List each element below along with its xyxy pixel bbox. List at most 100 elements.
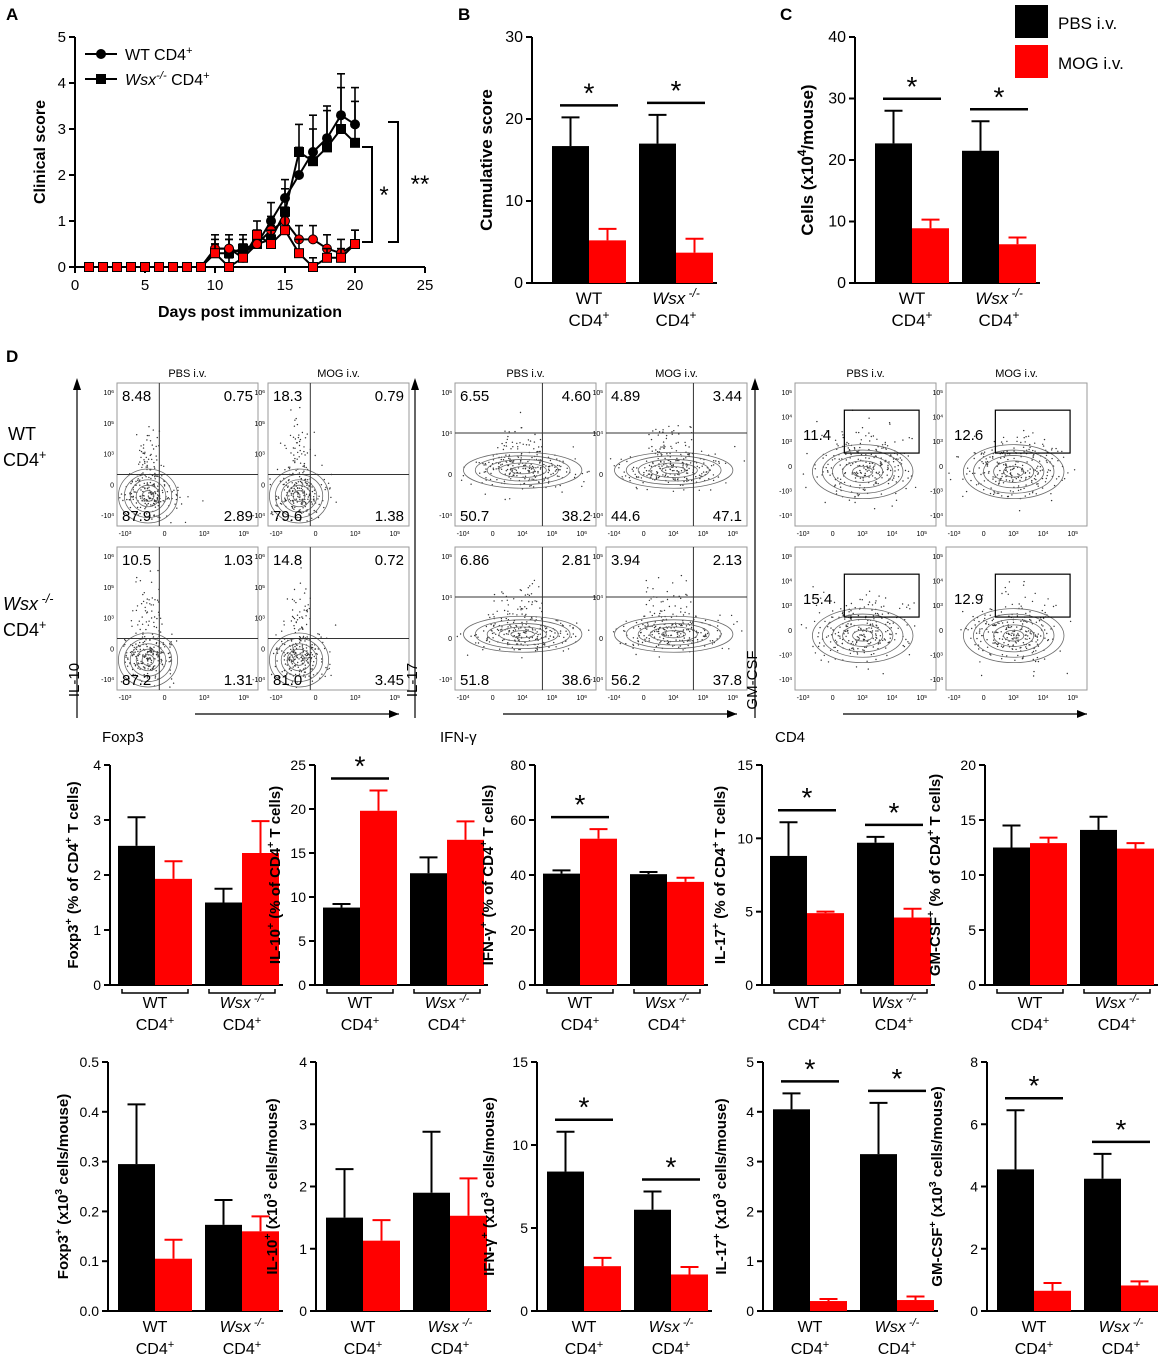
event-dot — [852, 612, 854, 615]
event-dot — [822, 457, 824, 459]
event-dot — [635, 486, 637, 489]
y-tick-label: 3 — [93, 812, 101, 828]
event-dot — [1022, 446, 1025, 448]
event-dot — [503, 633, 505, 636]
event-dot — [297, 436, 300, 439]
data-point — [294, 248, 304, 259]
event-dot — [489, 616, 491, 619]
event-dot — [292, 490, 294, 492]
event-dot — [291, 506, 294, 508]
event-dot — [518, 463, 520, 465]
event-dot — [152, 665, 155, 668]
event-dot — [657, 577, 660, 579]
event-dot — [1030, 619, 1032, 621]
event-dot — [664, 446, 666, 448]
event-dot — [305, 466, 307, 469]
event-dot — [993, 639, 995, 641]
event-dot — [962, 610, 964, 613]
event-dot — [1034, 475, 1037, 477]
event-dot — [588, 629, 590, 631]
event-dot — [816, 420, 818, 423]
event-dot — [521, 427, 523, 429]
event-dot — [973, 619, 975, 621]
tick-base: 10 — [932, 603, 940, 610]
event-dot — [859, 442, 862, 445]
tick-base: 0 — [788, 464, 792, 471]
bar-mog — [999, 244, 1036, 283]
event-dot — [492, 468, 495, 471]
event-dot — [704, 634, 706, 636]
event-dot — [986, 621, 988, 623]
bar-mog — [363, 1240, 400, 1311]
event-dot — [697, 632, 699, 634]
tick-exponent: 4 — [525, 530, 528, 536]
event-dot — [1003, 642, 1005, 644]
event-dot — [1013, 630, 1016, 633]
event-dot — [857, 465, 859, 467]
event-dot — [146, 461, 148, 463]
event-dot — [861, 599, 863, 601]
row-label-part: CD4 — [3, 450, 39, 470]
y-title-part: GM-CSF — [929, 1228, 946, 1287]
event-dot — [305, 588, 307, 590]
event-dot — [1037, 633, 1040, 635]
tick-exponent: 3 — [358, 530, 361, 536]
event-dot — [559, 469, 561, 471]
event-dot — [150, 659, 153, 662]
event-dot — [290, 640, 293, 642]
event-dot — [139, 512, 141, 515]
event-dot — [298, 658, 300, 660]
event-dot — [905, 487, 907, 490]
event-dot — [641, 641, 644, 644]
event-dot — [144, 462, 146, 464]
event-dot — [675, 625, 678, 627]
event-dot — [672, 490, 675, 492]
event-dot — [144, 460, 146, 463]
category-superscript: + — [597, 1339, 604, 1351]
tick-base: 10 — [932, 554, 940, 561]
event-dot — [1032, 675, 1035, 677]
event-dot — [682, 465, 684, 467]
event-dot — [894, 639, 896, 641]
category-superscript: -/- — [459, 1317, 473, 1329]
event-dot — [150, 504, 152, 506]
category-label-line2: CD4+ — [565, 1339, 604, 1358]
x-tick-label: -103 — [797, 694, 810, 703]
event-dot — [1023, 487, 1025, 490]
event-dot — [1005, 464, 1007, 466]
event-dot — [992, 476, 994, 478]
category-superscript: + — [255, 1339, 262, 1351]
event-dot — [527, 629, 529, 631]
event-dot — [864, 472, 866, 475]
tick-exponent: 4 — [676, 694, 679, 700]
arrowhead — [1077, 710, 1087, 718]
tick-base: -10 — [101, 677, 111, 684]
event-dot — [887, 621, 889, 623]
event-dot — [524, 475, 527, 477]
tick-exponent: 5 — [706, 694, 709, 700]
x-tick-label: 0 — [491, 695, 495, 702]
event-dot — [1005, 591, 1007, 593]
y-tick-label: 0 — [970, 1303, 978, 1319]
event-dot — [284, 498, 286, 501]
y-title-part: cells/mouse) — [481, 1097, 498, 1192]
event-dot — [160, 501, 162, 503]
event-dot — [655, 449, 657, 451]
event-dot — [511, 441, 514, 443]
significance-label: ** — [411, 171, 430, 198]
quadrant-value-ul: 3.94 — [611, 552, 640, 569]
event-dot — [999, 469, 1001, 472]
event-dot — [517, 608, 519, 610]
event-dot — [1029, 618, 1031, 621]
event-dot — [819, 626, 821, 629]
y-title-superscript: + — [63, 918, 75, 924]
event-dot — [666, 453, 668, 455]
event-dot — [716, 629, 719, 632]
event-dot — [549, 629, 551, 632]
event-dot — [847, 629, 849, 632]
event-dot — [853, 472, 855, 474]
event-dot — [623, 625, 625, 628]
event-dot — [857, 458, 859, 460]
event-dot — [475, 642, 477, 644]
